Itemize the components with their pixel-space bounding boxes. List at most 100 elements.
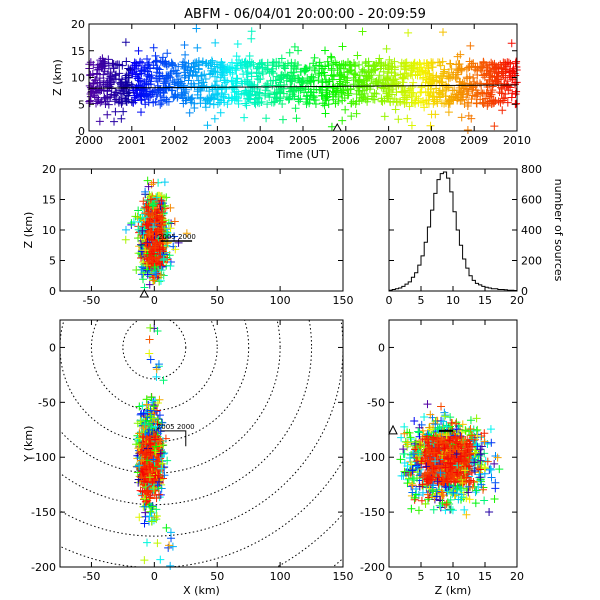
x-tick-label: 2010	[503, 134, 531, 147]
y-tick-label: 15	[71, 45, 85, 58]
station-line	[160, 430, 187, 447]
x-tick-label: 2006	[332, 134, 360, 147]
y-tick-label: -50	[367, 396, 385, 409]
x-height-panel: 2005 2000 -50 0 50 100 150 0 5 10 15 20 Z (km)	[22, 163, 354, 307]
plot-frame	[388, 168, 518, 292]
y-tick-label: 0	[49, 341, 56, 354]
x-tick-label: 20	[510, 570, 524, 583]
marker-triangle	[388, 424, 398, 435]
source-points	[396, 400, 504, 519]
x-tick-label: 2004	[246, 134, 274, 147]
x-tick-label: 0	[386, 570, 393, 583]
range-ring	[122, 320, 187, 380]
axes: -50 0 50 100 150 0 5 10 15 20 Z (km)	[22, 163, 354, 307]
x-tick-label: 0	[386, 294, 393, 307]
marker-triangle	[139, 288, 150, 298]
y-tick-label: -100	[360, 451, 385, 464]
y-tick-label: -50	[38, 396, 56, 409]
y-tick-label: 0	[378, 341, 385, 354]
plot-area	[388, 171, 517, 292]
y-axis-label: Z (km)	[51, 59, 64, 96]
x-axis-label: Z (km)	[435, 584, 472, 597]
axes: 0 5 10 15 20 -200 -150 -100 -50 0 Z (km)	[360, 319, 524, 597]
x-tick-label: 50	[210, 570, 224, 583]
y-tick-label: 10	[71, 72, 85, 85]
x-tick-label: -50	[82, 294, 100, 307]
x-tick-label: 10	[446, 570, 460, 583]
y-tick-label: 800	[521, 163, 542, 176]
y-tick-label: 200	[521, 255, 542, 268]
y-tick-label: 0	[49, 285, 56, 298]
x-tick-label: 10	[446, 294, 460, 307]
y-tick-label: -200	[31, 561, 56, 574]
z-y-panel: 0 5 10 15 20 -200 -150 -100 -50 0 Z (km)	[360, 319, 524, 597]
axes: -50 0 50 100 150 -200 -150 -100 -50 0 X (km) Y (km)	[22, 319, 354, 597]
station-label: 2005 2000	[157, 423, 195, 431]
x-tick-label: 150	[333, 294, 354, 307]
x-tick-label: 2005	[289, 134, 317, 147]
y-axis-label: number of sources	[552, 179, 565, 282]
y-tick-label: -150	[360, 506, 385, 519]
x-tick-label: 2002	[161, 134, 189, 147]
x-tick-label: 0	[151, 570, 158, 583]
y-axis-label: Z (km)	[22, 212, 35, 249]
y-tick-label: 10	[42, 224, 56, 237]
y-tick-label: 20	[71, 18, 85, 31]
y-tick-label: 400	[521, 224, 542, 237]
x-tick-label: 2001	[118, 134, 146, 147]
x-tick-label: 0	[151, 294, 158, 307]
x-tick-label: 15	[478, 294, 492, 307]
plot-area: 2005 2000	[121, 176, 196, 298]
x-tick-label: 2007	[375, 134, 403, 147]
x-tick-label: 2000	[75, 134, 103, 147]
plot-frame	[59, 168, 344, 292]
y-tick-label: -200	[360, 561, 385, 574]
y-tick-label: 5	[78, 98, 85, 111]
source-points	[121, 176, 191, 292]
y-tick-label: -100	[31, 451, 56, 464]
x-tick-label: 15	[478, 570, 492, 583]
y-axis-label: Y (km)	[22, 426, 35, 463]
y-tick-label: 5	[49, 255, 56, 268]
y-tick-label: 20	[42, 163, 56, 176]
x-tick-label: 5	[418, 570, 425, 583]
y-tick-label: 0	[78, 125, 85, 138]
time-height-panel: 2000 2001 2002 2003 2004 2005 2006 2007 2008 2009…	[51, 18, 531, 161]
range-ring	[60, 320, 313, 506]
plot-frame	[59, 319, 344, 568]
x-tick-label: 2003	[203, 134, 231, 147]
range-ring	[90, 320, 218, 411]
range-ring	[60, 320, 250, 443]
y-tick-label: -150	[31, 506, 56, 519]
x-tick-label: 5	[418, 294, 425, 307]
histogram-line	[388, 171, 517, 292]
plot-area	[85, 24, 521, 134]
x-axis-label: Time (UT)	[275, 148, 330, 161]
source-points	[85, 24, 521, 134]
plot-area	[388, 400, 504, 519]
time-marker-triangle	[332, 122, 343, 132]
x-tick-label: 20	[510, 294, 524, 307]
plan-view-panel: 2005 2000 -50 0 50 100 150 -200 -150 -100 -50 0 X (…	[22, 319, 354, 597]
y-tick-label: 0	[521, 285, 528, 298]
station-label: 2005 2000	[158, 233, 196, 241]
figure-title: ABFM - 06/04/01 20:00:00 - 20:09:59	[184, 7, 426, 22]
axes: 2000 2001 2002 2003 2004 2005 2006 2007 2008 2009…	[51, 18, 531, 161]
x-tick-label: -50	[82, 570, 100, 583]
trend-line	[88, 84, 518, 89]
x-tick-label: 50	[210, 294, 224, 307]
source-points	[132, 323, 177, 570]
x-tick-label: 2008	[417, 134, 445, 147]
y-tick-label: 15	[42, 194, 56, 207]
x-tick-label: 100	[270, 570, 291, 583]
x-tick-label: 2009	[460, 134, 488, 147]
range-ring	[60, 459, 343, 567]
range-ring	[60, 320, 343, 537]
plot-area: 2005 2000	[60, 320, 343, 570]
y-tick-label: 600	[521, 194, 542, 207]
x-axis-label: X (km)	[183, 584, 220, 597]
x-tick-label: 150	[333, 570, 354, 583]
